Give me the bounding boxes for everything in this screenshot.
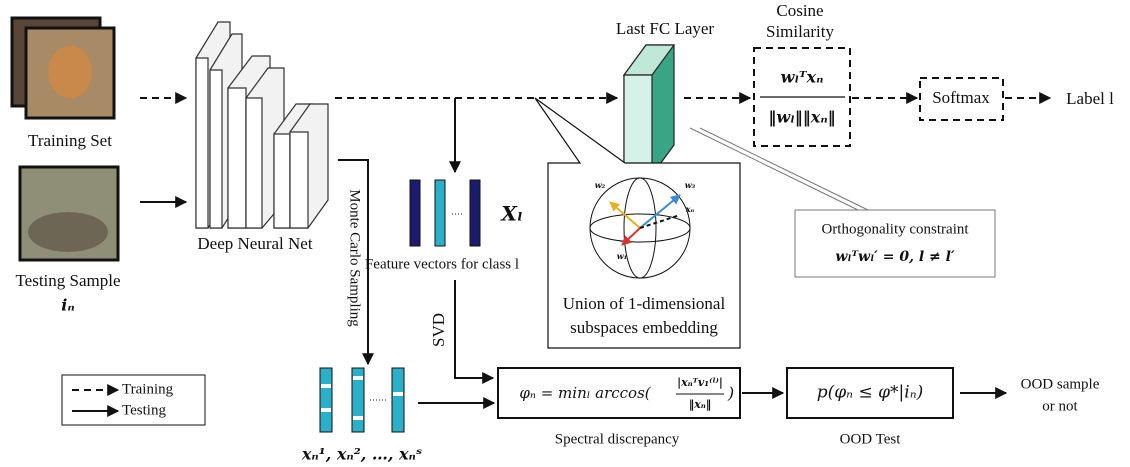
legend-label: Training [122,381,174,397]
dropout-slot [353,416,363,420]
network-label: Deep Neural Net [197,234,312,253]
cosine-denominator: ‖wₗ‖‖xₙ‖ [768,108,835,127]
dropout-slot [321,408,331,412]
layer [290,132,308,228]
diagram: Training Set Testing Sample iₙ Deep Neur… [0,0,1130,467]
feature-vector [435,180,445,246]
tortoise-shape [28,212,108,252]
testing-sample-label: Testing Sample [15,271,120,290]
samples-label: xₙ¹, xₙ², …, xₙˢ [301,445,422,464]
discrepancy-prefix: φₙ = minₗ arccos( [519,384,651,402]
layer [274,134,290,228]
feature-vector [410,180,420,246]
training-set-label: Training Set [28,131,112,150]
result-label: or not [1042,398,1078,414]
vector-label: xₙ [685,204,695,214]
layer [196,58,208,228]
feature-caption: Feature vectors for class l [365,256,519,272]
dropout-slot [321,384,331,388]
layer [210,70,222,228]
discrepancy-caption: Spectral discrepancy [555,431,680,447]
feature-symbol: Xₗ [499,202,522,226]
constraint-title: Orthogonality constraint [821,221,969,237]
embedding-caption: subspaces embedding [570,318,718,337]
embedding-caption: Union of 1-dimensional [563,294,726,313]
softmax-label: Softmax [932,88,990,107]
sample-vector [320,368,332,432]
discrepancy-denominator: ‖xₙ‖ [689,398,712,411]
svd-label: SVD [429,313,448,347]
vector-label: w₃ [685,180,696,190]
output-label: Label l [1066,89,1114,108]
layer [246,98,262,228]
vector-label: w₁ [617,251,627,261]
constraint-box [795,210,995,277]
sample-vectors [320,368,404,432]
cosine-title: Similarity [766,22,835,41]
ood-formula: p(φₙ ≤ φ*|iₙ) [817,383,923,403]
fc-label: Last FC Layer [616,19,715,38]
feature-vector [470,180,480,246]
testing-symbol: iₙ [61,296,74,315]
fc-layer-front [624,75,652,175]
svd-arrow [455,280,493,378]
ood-caption: OOD Test [840,431,902,447]
dog-shape [48,46,92,98]
cosine-title: Cosine [776,1,823,20]
result-label: OOD sample [1021,376,1100,392]
cosine-numerator: wₗᵀxₙ [781,68,824,87]
legend-label: Testing [122,402,166,418]
layer [228,88,246,228]
dropout-slot [353,376,363,380]
constraint-formula: wₗᵀwₗ′ = 0, l ≠ l′ [835,249,955,265]
dropout-slot [393,392,403,396]
sampling-label: Monte Carlo Sampling [347,189,363,327]
network-layers [196,22,328,228]
discrepancy-numerator: |xₙᵀv₁⁽ˡ⁾| [677,376,723,389]
sample-vector [392,368,404,432]
vector-label: w₂ [595,180,606,190]
discrepancy-suffix: ) [727,384,734,403]
